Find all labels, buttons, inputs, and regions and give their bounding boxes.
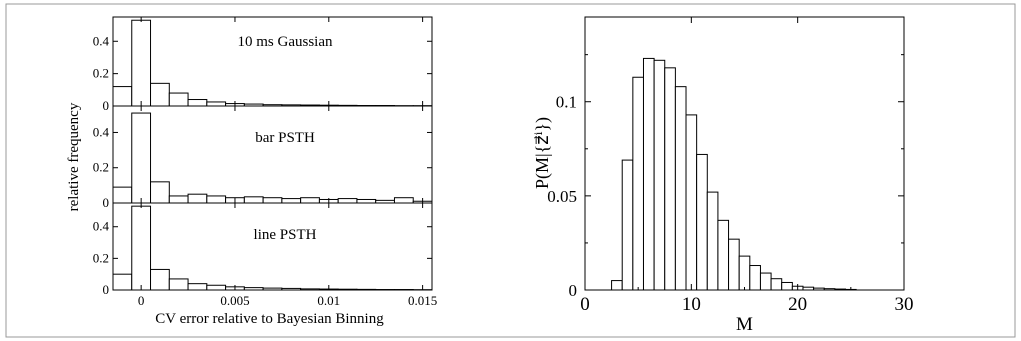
right-histogram-panel: 0 10 20 30 0 0.05 0.1 M P(M|{z⃗ⁱ}) [532,16,914,335]
bar [150,181,170,204]
x-tick-label: 0 [580,294,590,315]
bar [781,281,793,291]
bar [131,205,152,291]
bar [168,278,189,291]
bar [112,273,133,291]
bar [356,198,377,204]
bar [749,265,761,291]
x-tick-label: 0 [138,293,145,308]
bar [706,191,719,291]
bar [131,19,152,107]
bar [281,198,302,204]
y-tick-label: 0.2 [93,66,109,81]
bar [150,268,170,291]
bar [664,67,676,291]
y-tick-label: 0.4 [93,219,110,234]
y-axis-label: relative frequency [66,102,82,211]
y-tick-label: 0.05 [547,187,577,206]
panel-left-middle: 0 0.2 0.4 bar PSTH relative frequency [66,102,433,211]
bar [642,57,655,291]
x-tick-label: 10 [682,294,701,315]
x-tick-label: 0.015 [408,293,437,308]
bar [150,82,170,107]
y-tick-label: 0 [569,281,578,300]
bar [337,198,358,204]
y-tick-label: 0 [103,195,110,210]
bar [653,59,666,291]
bar [770,278,783,291]
bar [674,86,687,291]
x-axis-label: CV error relative to Bayesian Binning [155,311,384,327]
y-tick-label: 0.4 [93,124,110,139]
bar [187,193,208,204]
x-tick-label: 0.01 [317,293,340,308]
bar [187,283,208,291]
bar [632,76,644,291]
y-tick-label: 0.4 [93,33,110,48]
x-tick-label: 0.005 [220,293,249,308]
y-tick-label: 0.2 [93,250,109,265]
bar [300,197,320,204]
panel-annotation: line PSTH [254,227,317,243]
bar [168,92,189,107]
x-tick-label: 20 [788,294,807,315]
bar [717,219,730,291]
bar [696,153,708,291]
bar [112,86,133,107]
bar [187,99,208,107]
x-axis-label: M [736,314,753,335]
bar [685,114,698,291]
bar [243,196,264,204]
bar [621,159,634,291]
bar [206,284,227,291]
x-tick-label: 30 [895,294,914,315]
panel-left-top: 0 0.2 0.4 10 ms Gaussian [93,16,433,113]
bar [728,238,740,291]
bar [393,197,414,204]
y-tick-label: 0 [103,282,110,297]
y-tick-label: 0.1 [556,93,577,112]
bar [168,195,189,204]
panel-annotation: bar PSTH [255,130,315,146]
figure-border [5,3,1016,338]
bar [611,280,623,291]
y-tick-label: 0.2 [93,160,109,175]
panel-annotation: 10 ms Gaussian [238,34,333,50]
bar [262,197,283,204]
bar [738,255,751,291]
left-histogram-panels: 0 0.2 0.4 10 ms Gaussian 0 0.2 0.4 bar PSTH rela… [66,16,437,327]
panel-frame [112,202,433,291]
bar [206,101,227,107]
bar [759,272,772,291]
bar [131,112,152,204]
y-tick-label: 0 [103,98,110,113]
bar [206,195,227,204]
y-axis-label: P(M|{z⃗ⁱ}) [532,117,553,189]
bar [112,186,133,204]
panel-left-bottom: 0 0.2 0.4 line PSTH 0 0.005 0.01 0.015 CV error … [93,202,437,327]
